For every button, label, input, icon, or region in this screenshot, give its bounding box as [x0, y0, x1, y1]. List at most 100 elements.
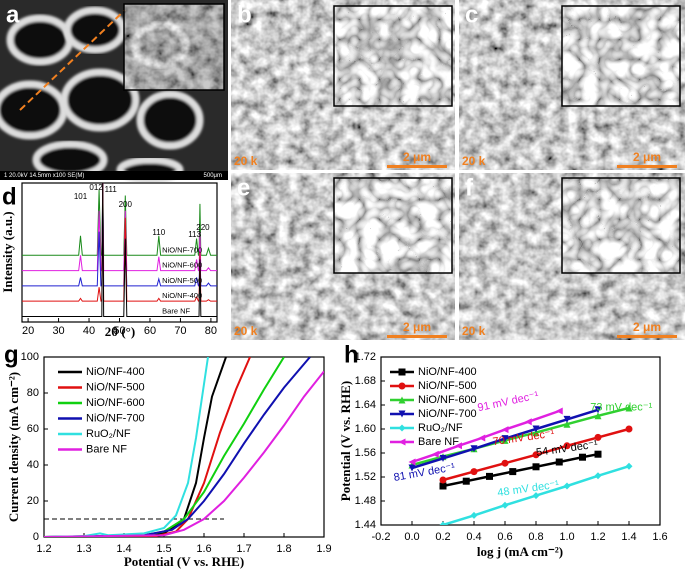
legend-marker: [398, 438, 406, 446]
x-tick-label: 70: [174, 325, 186, 337]
y-tick-label: 1.56: [355, 447, 376, 459]
foam-cell: [136, 90, 204, 150]
scale-text: 2 μm: [633, 320, 661, 334]
sem-image: [459, 0, 685, 170]
marker: [501, 426, 509, 434]
y-tick-label: 0: [33, 531, 39, 543]
y-tick-label: 1.52: [355, 471, 376, 483]
marker: [594, 433, 602, 441]
legend-label: RuO₂/NF: [418, 422, 463, 434]
x-axis-label: 2θ (°): [105, 324, 135, 339]
marker: [408, 458, 416, 466]
marker: [408, 464, 416, 472]
marker: [439, 482, 447, 490]
peak-label: 200: [119, 200, 133, 209]
marker: [563, 442, 571, 450]
legend-label: NiO/NF-600: [86, 397, 145, 409]
series-line: [44, 357, 285, 537]
marker: [524, 418, 532, 426]
legend-label: RuO₂/NF: [86, 428, 131, 440]
peak-label: 110: [152, 228, 165, 237]
marker: [579, 453, 586, 461]
inset-image: [562, 6, 680, 106]
legend-label: Bare NF: [418, 436, 459, 448]
plot-frame: [380, 356, 661, 526]
series-label: Bare NF: [162, 306, 190, 315]
legend-marker: [398, 382, 406, 390]
peak-label: 220: [196, 223, 210, 232]
legend-label: NiO/NF-400: [86, 366, 145, 378]
plot-area: [408, 404, 633, 525]
scale-text: 2 μm: [403, 320, 431, 334]
sem-image: [0, 0, 228, 184]
marker: [532, 429, 540, 437]
x-tick-label: 30: [52, 325, 64, 337]
marker: [625, 462, 633, 470]
inset-border: [333, 5, 453, 107]
marker: [594, 406, 602, 414]
marker: [625, 425, 633, 433]
marker: [501, 459, 509, 467]
x-tick-label: 0.6: [497, 531, 512, 543]
marker: [594, 472, 602, 480]
marker: [462, 477, 470, 485]
y-tick-label: 1.72: [355, 351, 376, 363]
foam-cell: [0, 80, 68, 140]
x-tick-label: 1.9: [316, 543, 331, 555]
peak-label: 113: [188, 230, 201, 239]
series-line: [22, 183, 217, 272]
legend-marker: [398, 396, 406, 404]
legend-label: NiO/NF-700: [86, 412, 145, 424]
y-tick-label: 1.64: [355, 399, 376, 411]
panel-letter: e: [237, 174, 250, 201]
x-tick-label: 1.4: [116, 543, 131, 555]
caption-strip: [0, 171, 228, 180]
y-tick-label: 40: [27, 459, 39, 471]
y-tick-label: 1.44: [355, 519, 376, 531]
inset-border: [561, 177, 681, 274]
y-tick-label: 80: [27, 387, 39, 399]
series-label: NiO/NF-500: [162, 276, 202, 285]
series-line: [44, 370, 324, 537]
x-axis-label: Potential (V vs. RHE): [124, 554, 244, 569]
marker: [470, 511, 478, 519]
plot-area: [22, 183, 217, 317]
x-tick-label: 0.0: [404, 531, 419, 543]
y-tick-label: 60: [27, 423, 39, 435]
sem-image: [459, 173, 685, 340]
series-line: [44, 357, 251, 537]
marker: [470, 468, 478, 476]
inset-image: [334, 178, 452, 273]
panel-letter: d: [2, 183, 17, 210]
peak-label: 101: [74, 192, 88, 201]
x-tick-label: 1.0: [559, 531, 574, 543]
legend-label: NiO/NF-500: [86, 381, 145, 393]
marker: [439, 476, 447, 484]
marker: [470, 445, 478, 453]
magnification: 20 k: [234, 154, 258, 168]
y-axis-label: Intensity (a.u.): [0, 211, 15, 292]
scale-bar: [617, 165, 677, 168]
scale-text: 2 μm: [633, 150, 661, 164]
marker: [594, 450, 602, 458]
magnification: 20 k: [234, 324, 258, 338]
foam-cell: [60, 68, 140, 132]
series-line: [442, 452, 599, 488]
marker: [486, 472, 493, 480]
marker: [532, 451, 540, 459]
foam-cell: [63, 6, 127, 54]
slope-annotation: 48 mV dec⁻¹: [497, 479, 560, 500]
y-tick-label: 1.68: [355, 375, 376, 387]
marker: [563, 415, 571, 423]
x-tick-label: 1.7: [236, 543, 251, 555]
inset-border: [561, 5, 681, 107]
x-tick-label: 1.8: [276, 543, 291, 555]
marker: [563, 420, 571, 428]
marker: [625, 404, 633, 412]
y-tick-label: 1.60: [355, 423, 376, 435]
x-tick-label: 40: [83, 325, 95, 337]
plot-frame: [21, 182, 218, 323]
x-tick-label: 50: [113, 325, 125, 337]
x-tick-label: 0.8: [528, 531, 543, 543]
